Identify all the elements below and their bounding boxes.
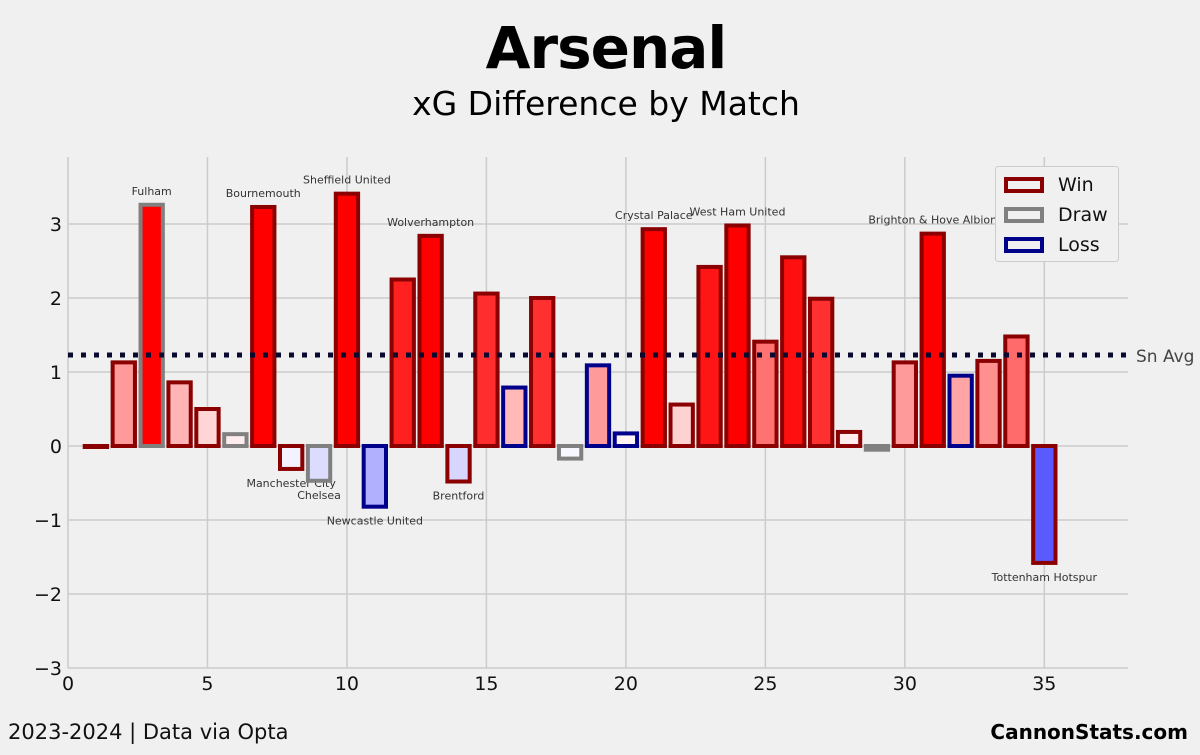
bar: [417, 233, 444, 448]
bar: [1003, 334, 1030, 449]
bar: [835, 429, 863, 449]
bar: [110, 360, 137, 449]
y-tick-label: 0: [50, 436, 62, 458]
bar-annotation: Crystal Palace: [615, 209, 693, 222]
bar-annotation: Bournemouth: [226, 187, 301, 200]
footer-brand: CannonStats.com: [990, 720, 1188, 744]
chart-legend: Win Draw Loss: [995, 166, 1119, 262]
bar: [473, 291, 500, 448]
x-tick-label: 25: [753, 673, 777, 695]
bar: [640, 227, 667, 448]
y-tick-label: 2: [50, 288, 62, 310]
bar: [1031, 444, 1058, 565]
bar: [891, 360, 918, 449]
bar: [780, 255, 807, 448]
bar-annotation: Fulham: [132, 185, 172, 198]
bar: [556, 444, 584, 461]
bar: [863, 444, 891, 452]
bar-annotation: Tottenham Hotspur: [991, 571, 1098, 584]
legend-swatch-loss: [1004, 237, 1044, 253]
bar: [278, 444, 305, 471]
x-tick-label: 10: [335, 673, 359, 695]
bar: [82, 444, 110, 449]
bar: [752, 339, 779, 448]
y-tick-label: −2: [34, 584, 62, 606]
bar: [194, 407, 221, 448]
legend-swatch-win: [1004, 177, 1044, 193]
bar: [250, 204, 277, 448]
bar-annotation: Sheffield United: [303, 174, 391, 187]
footer-source: 2023-2024 | Data via Opta: [8, 720, 289, 744]
x-tick-label: 35: [1032, 673, 1056, 695]
bar: [222, 432, 249, 449]
x-tick-label: 15: [474, 673, 498, 695]
bar: [361, 444, 388, 509]
legend-swatch-draw: [1004, 207, 1044, 223]
bar: [584, 363, 612, 448]
bar: [166, 380, 193, 448]
y-tick-label: 1: [50, 362, 62, 384]
bar: [724, 223, 751, 448]
y-tick-label: 3: [50, 214, 62, 236]
chart-subtitle: xG Difference by Match: [412, 84, 800, 123]
legend-label-draw: Draw: [1058, 204, 1108, 226]
legend-item-draw: Draw: [1004, 203, 1108, 227]
bar: [919, 231, 946, 448]
bar: [305, 444, 333, 483]
x-tick-label: 30: [893, 673, 917, 695]
bar: [808, 296, 835, 448]
y-tick-label: −1: [34, 510, 62, 532]
x-tick-label: 0: [62, 673, 74, 695]
legend-item-loss: Loss: [1004, 233, 1100, 257]
bar: [389, 277, 416, 448]
bar: [668, 402, 695, 448]
chart-title: Arsenal: [485, 14, 728, 82]
bar: [612, 431, 640, 449]
legend-item-win: Win: [1004, 173, 1094, 197]
season-average-label: Sn Avg: [1136, 347, 1194, 367]
bar: [445, 444, 472, 484]
bar: [975, 358, 1002, 448]
x-tick-label: 20: [614, 673, 638, 695]
legend-label-loss: Loss: [1058, 234, 1100, 256]
bar: [138, 202, 165, 448]
bar: [333, 191, 361, 448]
bar: [501, 385, 528, 449]
bar: [529, 296, 556, 448]
bar: [947, 373, 974, 449]
bar-annotation: Wolverhampton: [387, 216, 474, 229]
bar-annotation: Newcastle United: [327, 515, 423, 528]
bar-annotation: Chelsea: [297, 489, 341, 502]
bar-annotation: Brentford: [433, 490, 485, 503]
y-tick-label: −3: [34, 658, 62, 680]
bar-annotation: Brighton & Hove Albion: [868, 214, 997, 227]
bar-annotation: West Ham United: [690, 205, 786, 218]
legend-label-win: Win: [1058, 174, 1094, 196]
x-tick-label: 5: [201, 673, 213, 695]
